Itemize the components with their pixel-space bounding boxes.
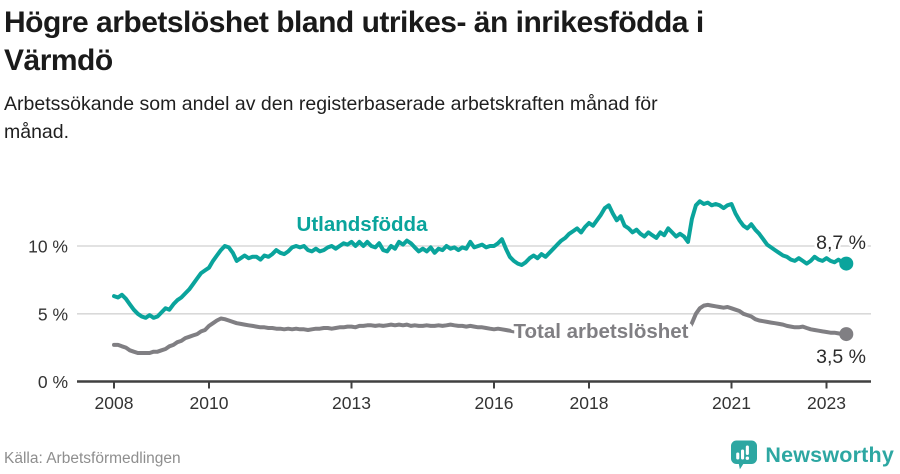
y-tick-label-5: 5 % — [38, 304, 68, 324]
total-arbetsloshet-series-label: Total arbetslöshet — [513, 320, 688, 343]
subtitle-line-2: månad. — [4, 121, 70, 143]
newsworthy-bubble-icon — [731, 440, 758, 470]
y-tick-label-10: 10 % — [28, 237, 68, 257]
x-tick-label-2016: 2016 — [475, 393, 514, 413]
utlandsfodda-end-value-label: 8,7 % — [816, 232, 866, 254]
x-tick-label-2008: 2008 — [95, 393, 134, 413]
total-arbetsloshet-endpoint-dot — [839, 327, 854, 342]
title-line-2: Värmdö — [4, 44, 113, 77]
x-tick-label-2010: 2010 — [190, 393, 229, 413]
bar-chart-glyph — [736, 445, 750, 460]
x-tick-label-2018: 2018 — [570, 393, 609, 413]
total-arbetsloshet-end-value-label: 3,5 % — [816, 346, 866, 368]
chart-subtitle: Arbetssökande som andel av den registerb… — [4, 90, 896, 146]
newsworthy-wordmark: Newsworthy — [765, 442, 894, 467]
page-title: Högre arbetslöshet bland utrikes- än inr… — [4, 4, 896, 80]
y-tick-labels: 0 % 5 % 10 % — [28, 237, 68, 393]
utlandsfodda-endpoint-dot — [839, 256, 854, 271]
x-tick-label-2021: 2021 — [712, 393, 751, 413]
x-tick-label-2013: 2013 — [332, 393, 371, 413]
x-tick-label-2023: 2023 — [807, 393, 846, 413]
subtitle-line-1: Arbetssökande som andel av den registerb… — [4, 93, 658, 115]
x-axis — [77, 380, 871, 389]
source-note: Källa: Arbetsförmedlingen — [4, 450, 181, 467]
utlandsfodda-line — [112, 199, 849, 320]
y-tick-label-0: 0 % — [38, 372, 68, 392]
title-line-1: Högre arbetslöshet bland utrikes- än inr… — [4, 6, 704, 39]
total-arbetsloshet-line — [112, 302, 849, 355]
series-endpoints: 8,7 % 3,5 % — [814, 230, 869, 371]
x-tick-labels: 2008 2010 2013 2016 2018 2021 2023 — [95, 393, 846, 413]
series-lines — [112, 199, 849, 355]
series-labels: Utlandsfödda Total arbetslöshet — [294, 211, 693, 348]
newsworthy-logo[interactable]: Newsworthy — [730, 440, 894, 470]
utlandsfodda-series-label: Utlandsfödda — [297, 213, 429, 236]
